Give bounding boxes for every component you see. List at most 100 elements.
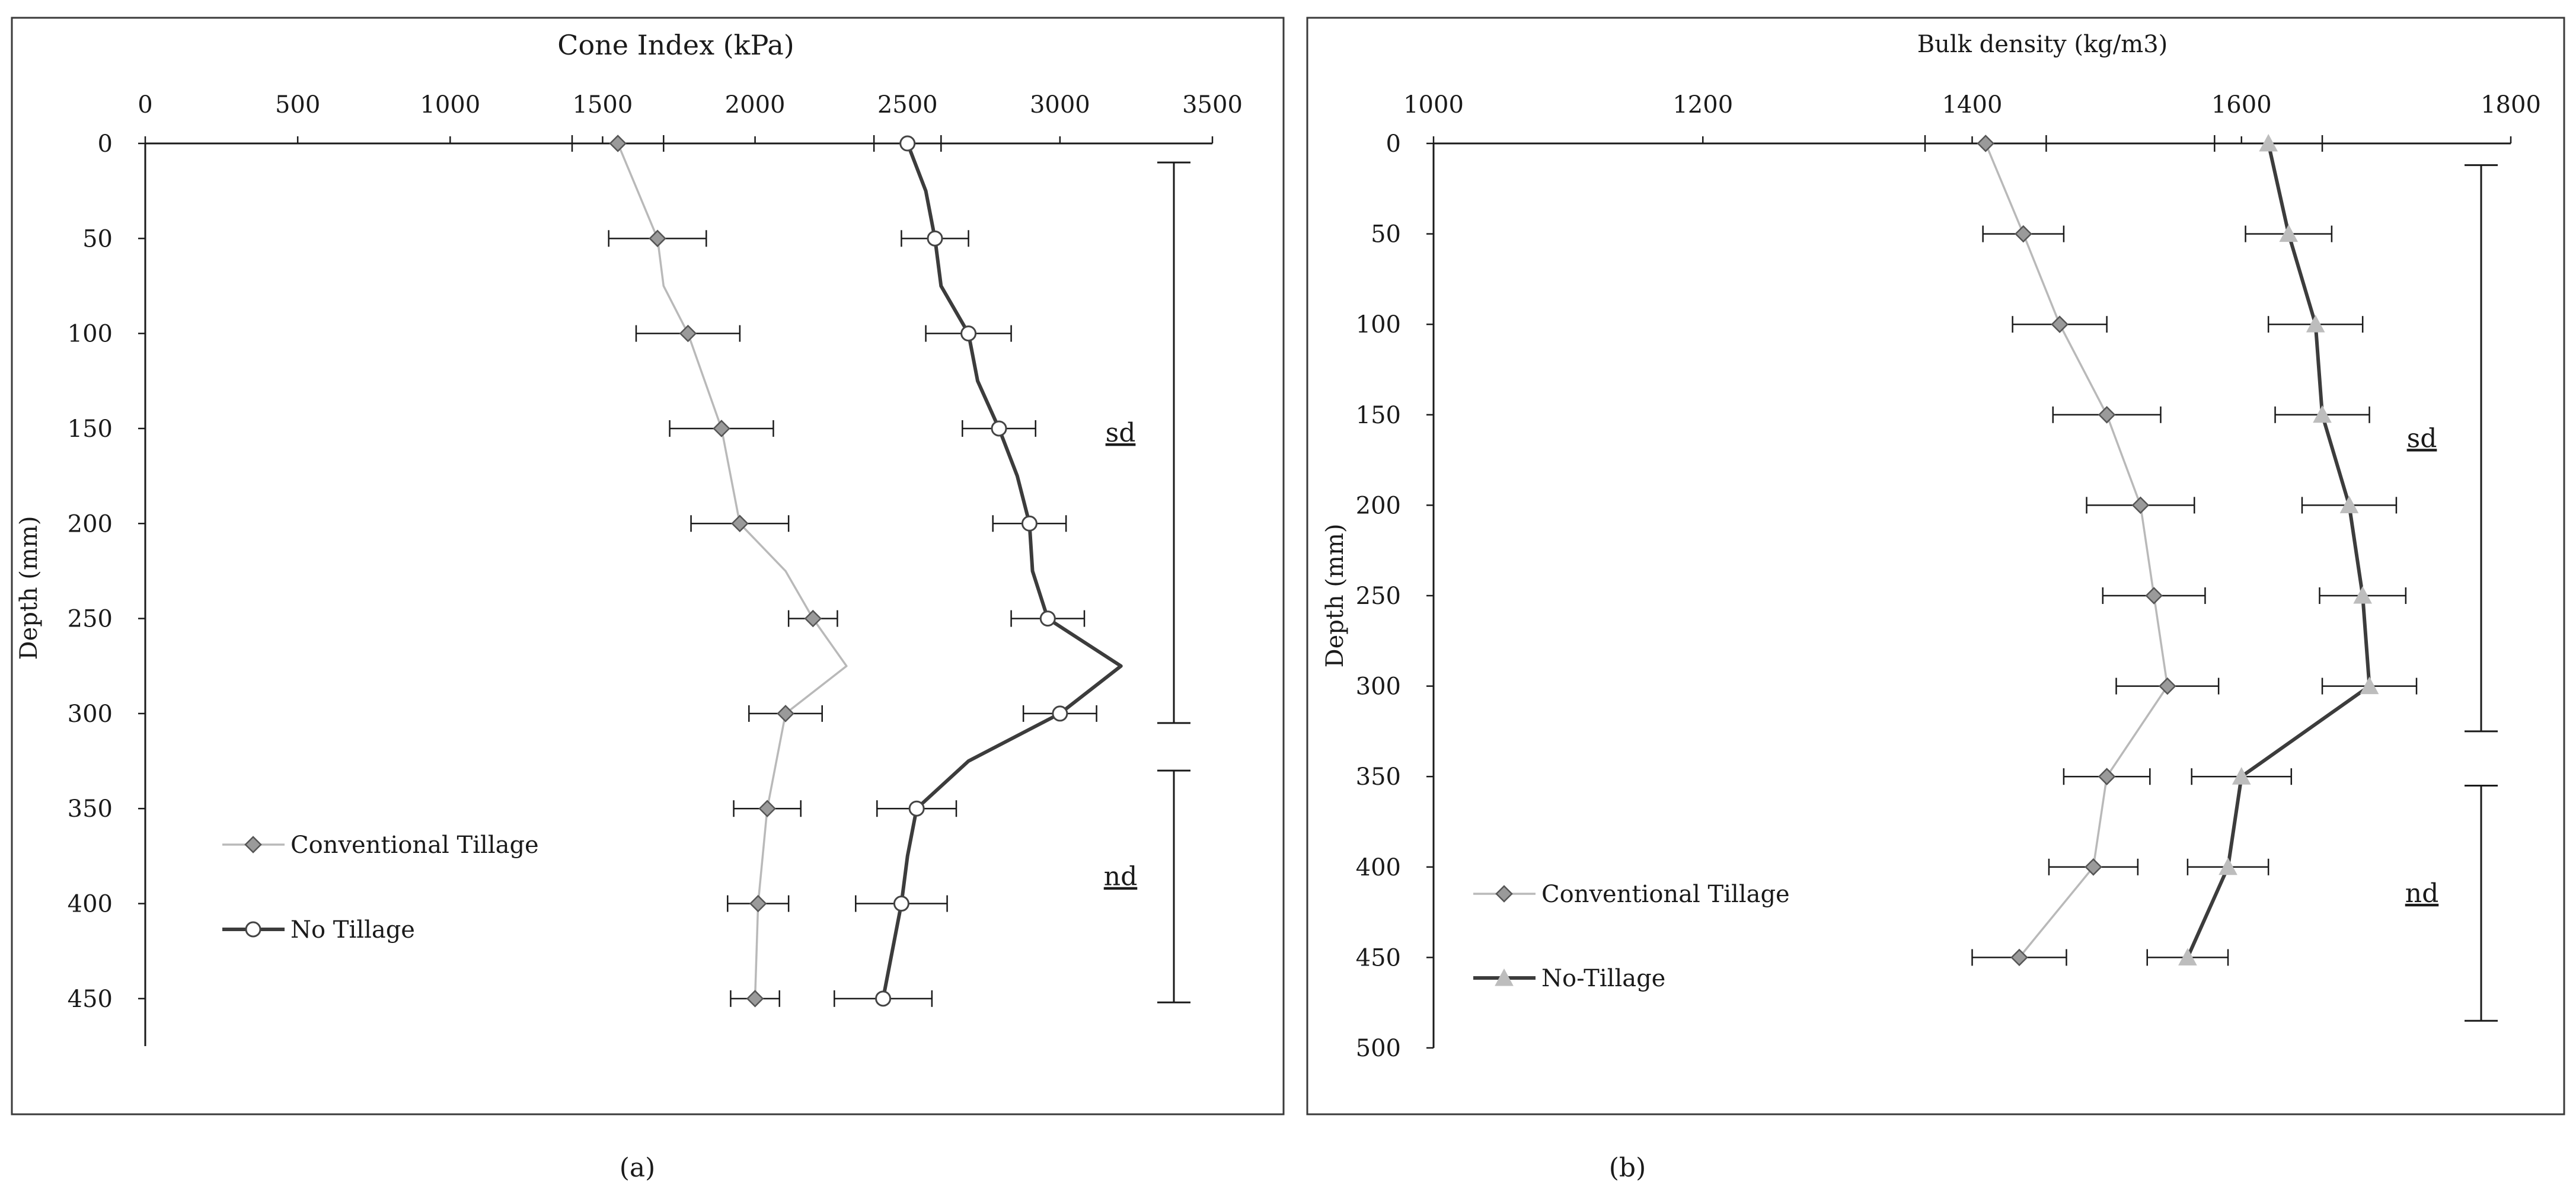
data-point: [2010, 948, 2028, 967]
y-tick-label: 200: [1356, 492, 1401, 519]
y-tick-label: 150: [68, 415, 113, 443]
x-tick-label: 1400: [1942, 91, 2003, 119]
legend-marker: [1495, 968, 1514, 986]
data-point: [1977, 135, 1994, 152]
x-tick-label: 2500: [877, 91, 938, 119]
data-point: [749, 894, 767, 913]
y-tick-label: 50: [82, 225, 113, 252]
data-point: [893, 896, 909, 912]
legend-label: No Tillage: [291, 916, 415, 944]
data-point: [2279, 224, 2299, 242]
data-point: [777, 705, 794, 723]
data-point: [1021, 515, 1038, 532]
series-line-no-tillage: [881, 142, 1123, 999]
y-tick-label: 350: [1356, 763, 1401, 791]
panel-b-frame: [1306, 17, 2565, 1115]
x-tick-label: 3000: [1030, 91, 1090, 119]
legend-marker: [245, 921, 261, 938]
data-point: [2015, 225, 2032, 243]
data-point: [2085, 858, 2102, 876]
data-point: [991, 420, 1007, 437]
data-point: [679, 324, 697, 343]
series-line-conventional: [1984, 143, 2169, 958]
data-point: [927, 230, 943, 247]
panel-b-title: Bulk density (kg/m3): [1917, 31, 2168, 58]
bracket-label: nd: [1104, 862, 1138, 892]
x-tick-label: 2000: [725, 91, 786, 119]
y-tick-label: 200: [68, 510, 113, 538]
data-point: [2131, 496, 2150, 514]
x-tick-label: 1500: [573, 91, 633, 119]
data-point: [1052, 705, 1068, 722]
panel-b: Bulk density (kg/m3) Depth (mm) 1000 1200…: [1306, 17, 2565, 1183]
data-point: [758, 800, 776, 817]
x-tick-label: 1600: [2211, 91, 2272, 119]
panel-a-label: (a): [620, 1153, 656, 1183]
data-point: [2306, 315, 2325, 333]
data-point: [2353, 586, 2372, 604]
y-tick-label: 150: [1356, 402, 1401, 429]
bracket-label: sd: [1106, 418, 1136, 448]
y-tick-label: 0: [98, 130, 113, 158]
x-tick-label: 0: [138, 91, 152, 119]
legend-marker: [1495, 885, 1513, 903]
plot-b: 1000 1200 1400 1600 1800 0 50 100 150 200 250 300 35…: [1356, 91, 2541, 1062]
panel-a-title: Cone Index (kPa): [557, 29, 794, 61]
x-tick-label: 500: [275, 91, 320, 119]
x-tick-label: 3500: [1182, 91, 1243, 119]
panel-a-ylabel: Depth (mm): [15, 516, 43, 660]
y-tick-label: 400: [1356, 854, 1401, 881]
data-point: [713, 420, 730, 437]
data-point: [731, 514, 749, 533]
y-tick-label: 50: [1371, 221, 1401, 248]
data-point: [1039, 610, 1056, 627]
y-tick-label: 450: [1356, 944, 1401, 971]
y-tick-label: 100: [68, 321, 113, 348]
y-tick-label: 400: [68, 891, 113, 918]
data-point: [2313, 405, 2332, 423]
y-tick-label: 350: [68, 795, 113, 823]
data-point: [2259, 133, 2278, 152]
panel-a: Cone Index (kPa) Depth (mm) 0 500 1000 1500…: [11, 17, 1285, 1183]
y-tick-label: 450: [68, 986, 113, 1013]
panel-b-label: (b): [1609, 1153, 1646, 1183]
data-point: [804, 609, 822, 628]
x-tick-label: 1000: [420, 91, 480, 119]
x-tick-label: 1200: [1672, 91, 1733, 119]
data-point: [875, 990, 892, 1007]
legend-label: Conventional Tillage: [1541, 881, 1790, 908]
data-point: [2159, 677, 2176, 695]
legend-marker: [244, 836, 262, 853]
data-point: [908, 800, 925, 817]
data-point: [2098, 768, 2116, 785]
panel-a-frame: [11, 17, 1285, 1115]
data-point: [2178, 948, 2197, 966]
y-tick-label: 300: [1356, 673, 1401, 701]
y-tick-label: 0: [1386, 130, 1401, 158]
data-point: [2051, 315, 2069, 333]
data-point: [2339, 495, 2359, 513]
data-point: [899, 135, 916, 152]
legend-label: Conventional Tillage: [291, 832, 539, 859]
y-tick-label: 300: [68, 701, 113, 728]
y-tick-label: 100: [1356, 311, 1401, 338]
data-point: [2219, 857, 2237, 875]
panel-b-ylabel: Depth (mm): [1321, 524, 1349, 668]
y-tick-label: 250: [68, 606, 113, 633]
series-line-no-tillage: [2186, 143, 2371, 958]
data-point: [609, 135, 627, 152]
data-point: [746, 990, 764, 1008]
data-point: [960, 325, 977, 342]
bracket-label: nd: [2405, 878, 2439, 909]
data-point: [649, 229, 666, 248]
plot-a: 0 500 1000 1500 2000 2500 3000 3500 0 50 100 150 200…: [68, 91, 1243, 1046]
x-tick-label: 1000: [1403, 91, 1464, 119]
bracket-label: sd: [2407, 423, 2437, 453]
legend-label: No-Tillage: [1541, 965, 1665, 992]
data-point: [2360, 676, 2379, 695]
data-point: [2145, 587, 2163, 605]
y-tick-label: 500: [1356, 1035, 1401, 1062]
y-tick-label: 250: [1356, 583, 1401, 610]
data-point: [2098, 406, 2116, 424]
